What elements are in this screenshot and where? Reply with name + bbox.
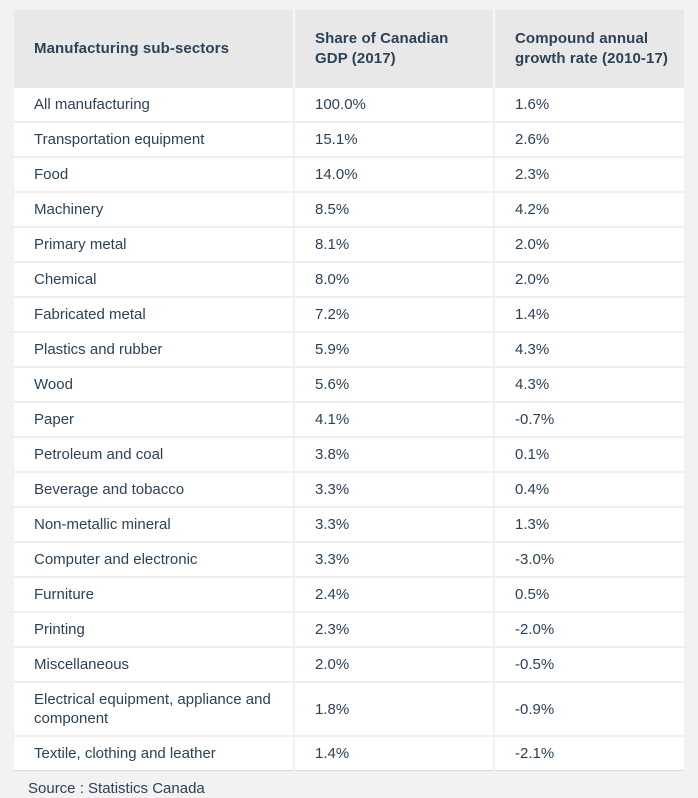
growth-rate-cell: 2.0% xyxy=(493,261,684,297)
table-row: Food 14.0% 2.3% xyxy=(14,156,684,192)
sector-cell: Beverage and tobacco xyxy=(14,471,294,507)
table-row: Petroleum and coal 3.8% 0.1% xyxy=(14,436,684,472)
table-row: Fabricated metal 7.2% 1.4% xyxy=(14,296,684,332)
gdp-share-cell: 3.3% xyxy=(293,506,494,542)
gdp-share-cell: 8.1% xyxy=(293,226,494,262)
sector-cell: All manufacturing xyxy=(34,96,150,113)
sector-cell: Non-metallic mineral xyxy=(14,506,294,542)
gdp-share-cell: 3.8% xyxy=(293,436,494,472)
gdp-share-cell: 14.0% xyxy=(293,156,494,192)
table-row: Primary metal 8.1% 2.0% xyxy=(14,226,684,262)
gdp-share-cell: 1.8% xyxy=(293,681,494,736)
growth-rate-cell: -3.0% xyxy=(493,541,684,577)
table-row: Computer and electronic 3.3% -3.0% xyxy=(14,541,684,577)
growth-rate-cell: -0.5% xyxy=(493,646,684,682)
column-header-subsectors: Manufacturing sub-sectors xyxy=(14,10,294,88)
gdp-share-cell: 8.5% xyxy=(293,191,494,227)
growth-rate-cell: 2.3% xyxy=(493,156,684,192)
gdp-share-cell: 8.0% xyxy=(293,261,494,297)
growth-rate-cell: -0.9% xyxy=(493,681,684,736)
sector-cell: Plastics and rubber xyxy=(14,331,294,367)
sector-cell: Electrical equipment, appliance and comp… xyxy=(14,681,294,736)
growth-rate-cell: 2.0% xyxy=(493,226,684,262)
sector-cell: Textile, clothing and leather xyxy=(14,735,294,771)
growth-rate-cell: 0.1% xyxy=(493,436,684,472)
sector-cell: Paper xyxy=(14,401,294,437)
manufacturing-subsectors-table: Manufacturing sub-sectors Share of Canad… xyxy=(14,10,684,771)
sector-cell: Food xyxy=(14,156,294,192)
table-row: Printing 2.3% -2.0% xyxy=(14,611,684,647)
table-row: Beverage and tobacco 3.3% 0.4% xyxy=(14,471,684,507)
growth-rate-cell: -2.0% xyxy=(493,611,684,647)
gdp-share-cell: 2.4% xyxy=(293,576,494,612)
gdp-share-cell: 2.3% xyxy=(293,611,494,647)
sector-cell: Petroleum and coal xyxy=(14,436,294,472)
gdp-share-cell: 7.2% xyxy=(293,296,494,332)
gdp-share-cell: 15.1% xyxy=(293,121,494,157)
growth-rate-cell: 0.5% xyxy=(493,576,684,612)
table-header: Manufacturing sub-sectors Share of Canad… xyxy=(14,10,684,88)
table-row: Chemical 8.0% 2.0% xyxy=(14,261,684,297)
growth-rate-cell: 2.6% xyxy=(493,121,684,157)
table-row: Miscellaneous 2.0% -0.5% xyxy=(14,646,684,682)
gdp-share-cell: 5.6% xyxy=(293,366,494,402)
sector-cell: Furniture xyxy=(14,576,294,612)
growth-rate-cell: 1.4% xyxy=(493,296,684,332)
growth-rate-cell: 4.2% xyxy=(493,191,684,227)
growth-rate-cell: 4.3% xyxy=(493,366,684,402)
sector-cell: Chemical xyxy=(14,261,294,297)
table-body: All manufacturing 100.0% 1.6% Transportatio… xyxy=(14,88,684,771)
gdp-share-cell: 100.0% xyxy=(293,88,494,122)
table-row: Machinery 8.5% 4.2% xyxy=(14,191,684,227)
growth-rate-cell: 1.6% xyxy=(493,88,684,122)
gdp-share-cell: 3.3% xyxy=(293,541,494,577)
growth-rate-cell: -2.1% xyxy=(493,735,684,771)
growth-rate-cell: 0.4% xyxy=(493,471,684,507)
gdp-share-cell: 3.3% xyxy=(293,471,494,507)
growth-rate-cell: 1.3% xyxy=(493,506,684,542)
gdp-share-cell: 1.4% xyxy=(293,735,494,771)
growth-rate-cell: 4.3% xyxy=(493,331,684,367)
table-row: All manufacturing 100.0% 1.6% xyxy=(14,88,684,122)
sector-cell: Machinery xyxy=(14,191,294,227)
sector-cell: Printing xyxy=(14,611,294,647)
table-row: Paper 4.1% -0.7% xyxy=(14,401,684,437)
sector-cell: Computer and electronic xyxy=(14,541,294,577)
column-header-gdp-share: Share of Canadian GDP (2017) xyxy=(293,10,494,88)
sector-cell: Wood xyxy=(14,366,294,402)
gdp-share-cell: 5.9% xyxy=(293,331,494,367)
header-row: Manufacturing sub-sectors Share of Canad… xyxy=(14,10,684,88)
table-row: Textile, clothing and leather 1.4% -2.1% xyxy=(14,735,684,771)
sector-cell: Miscellaneous xyxy=(14,646,294,682)
table-row: Furniture 2.4% 0.5% xyxy=(14,576,684,612)
column-header-growth-rate: Compound annual growth rate (2010-17) xyxy=(493,10,684,88)
sector-cell: Fabricated metal xyxy=(14,296,294,332)
gdp-share-cell: 2.0% xyxy=(293,646,494,682)
table-row: Electrical equipment, appliance and comp… xyxy=(14,681,684,736)
table-row: Plastics and rubber 5.9% 4.3% xyxy=(14,331,684,367)
source-note: Source : Statistics Canada xyxy=(28,780,205,797)
table-row: Transportation equipment 15.1% 2.6% xyxy=(14,121,684,157)
table-row: Wood 5.6% 4.3% xyxy=(14,366,684,402)
sector-cell: Transportation equipment xyxy=(14,121,294,157)
growth-rate-cell: -0.7% xyxy=(493,401,684,437)
gdp-share-cell: 4.1% xyxy=(293,401,494,437)
sector-cell: Primary metal xyxy=(14,226,294,262)
table-row: Non-metallic mineral 3.3% 1.3% xyxy=(14,506,684,542)
